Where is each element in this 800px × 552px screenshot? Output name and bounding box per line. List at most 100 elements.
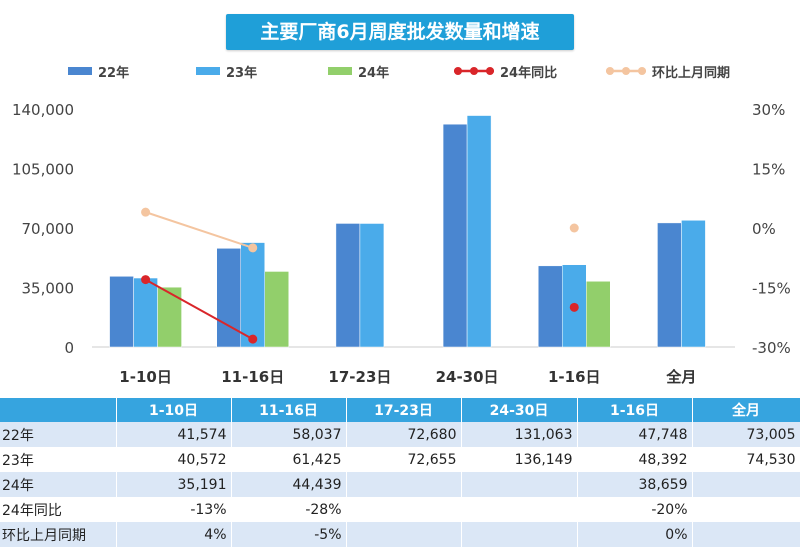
y2-tick-label: -15% — [752, 280, 791, 298]
legend-label-yoy: 24年同比 — [500, 65, 558, 81]
table-cell: 73,005 — [692, 422, 800, 447]
line-point — [569, 302, 579, 312]
line-point — [141, 207, 151, 217]
y-tick-label: 140,000 — [12, 101, 74, 119]
table-cell: -13% — [116, 497, 232, 522]
table-cell — [692, 497, 800, 522]
y-tick-label: 70,000 — [22, 220, 75, 238]
table-cell: -5% — [231, 522, 347, 547]
table-cell — [346, 497, 462, 522]
bar — [538, 265, 563, 348]
legend-label-22: 22年 — [98, 65, 130, 81]
table-cell: 40,572 — [116, 447, 232, 472]
table-cell: 44,439 — [231, 472, 347, 497]
table-cell: 38,659 — [577, 472, 693, 497]
table-cell: 47,748 — [577, 422, 693, 447]
x-tick-label: 17-23日 — [328, 368, 391, 386]
table-cell: 4% — [116, 522, 232, 547]
bar — [657, 222, 682, 348]
line-point — [248, 334, 258, 344]
legend-item-mom: 环比上月同期 — [604, 60, 730, 82]
y-tick-label: 35,000 — [22, 280, 75, 298]
table-row: 22年 41,574 58,037 72,680 131,063 47,748 … — [0, 422, 800, 447]
legend-swatch-23 — [196, 67, 220, 75]
table-header-cell: 全月 — [692, 398, 800, 422]
table-cell: 72,680 — [346, 422, 462, 447]
legend-swatch-22 — [68, 67, 92, 75]
table-cell: 35,191 — [116, 472, 232, 497]
series-line — [145, 278, 254, 340]
y2-tick-label: -30% — [752, 339, 791, 357]
table-cell: 136,149 — [461, 447, 578, 472]
bar — [109, 276, 134, 348]
y-tick-label: 105,000 — [12, 161, 74, 179]
chart-title: 主要厂商6月周度批发数量和增速 — [226, 14, 574, 50]
bar — [681, 220, 706, 348]
row-label: 24年 — [0, 472, 117, 497]
table-header-cell: 1-16日 — [577, 398, 693, 422]
line-point — [141, 275, 151, 285]
bar — [442, 123, 468, 348]
table-row: 环比上月同期 4% -5% 0% — [0, 522, 800, 547]
x-tick-label: 24-30日 — [436, 368, 499, 386]
chart-legend: 22年 23年 24年 24年同比 环比上月同期 — [0, 60, 800, 82]
series-line — [145, 211, 254, 249]
row-label: 23年 — [0, 447, 117, 472]
table-header-cell: 24-30日 — [461, 398, 578, 422]
data-table: 1-10日 11-16日 17-23日 24-30日 1-16日 全月 22年 … — [0, 398, 800, 547]
table-header-cell: 11-16日 — [231, 398, 347, 422]
table-cell: 61,425 — [231, 447, 347, 472]
table-header-row: 1-10日 11-16日 17-23日 24-30日 1-16日 全月 — [0, 398, 800, 422]
legend-swatch-24 — [328, 67, 352, 75]
table-cell — [461, 522, 578, 547]
legend-marker-mom — [606, 67, 646, 75]
bar — [335, 223, 361, 348]
row-label: 22年 — [0, 422, 117, 447]
bar — [240, 242, 265, 348]
table-row: 24年 35,191 44,439 38,659 — [0, 472, 800, 497]
bar — [264, 271, 289, 348]
table-cell: 72,655 — [346, 447, 462, 472]
legend-label-24: 24年 — [358, 65, 390, 81]
legend-marker-yoy — [454, 67, 494, 75]
chart-plot: 0 35,000 70,000 105,000 140,000 -30% -15% 0% 15%… — [12, 101, 791, 386]
table-cell: 0% — [577, 522, 693, 547]
table-row: 23年 40,572 61,425 72,655 136,149 48,392 … — [0, 447, 800, 472]
y2-tick-label: 15% — [752, 161, 785, 179]
legend-item-24: 24年 — [328, 60, 389, 82]
legend-item-23: 23年 — [196, 60, 257, 82]
bar — [216, 248, 241, 348]
bar — [466, 115, 492, 348]
table-cell — [461, 497, 578, 522]
x-tick-label: 全月 — [665, 368, 696, 386]
table-cell — [346, 522, 462, 547]
legend-item-yoy: 24年同比 — [452, 60, 557, 82]
legend-label-23: 23年 — [226, 65, 258, 81]
table-cell — [461, 472, 578, 497]
table-cell: 41,574 — [116, 422, 232, 447]
x-tick-label: 1-16日 — [548, 368, 601, 386]
table-header-cell: 17-23日 — [346, 398, 462, 422]
table-cell — [692, 472, 800, 497]
table-header-corner — [0, 398, 117, 422]
table-cell: 131,063 — [461, 422, 578, 447]
table-cell: 58,037 — [231, 422, 347, 447]
x-tick-label: 1-10日 — [119, 368, 172, 386]
row-label: 环比上月同期 — [0, 522, 117, 547]
y2-tick-label: 0% — [752, 220, 776, 238]
bar — [586, 281, 611, 348]
y-tick-label: 0 — [64, 339, 74, 357]
bar — [133, 277, 158, 348]
table-cell: 74,530 — [692, 447, 800, 472]
line-point — [569, 223, 579, 233]
bar — [359, 223, 385, 348]
bar — [157, 286, 182, 348]
row-label: 24年同比 — [0, 497, 117, 522]
table-cell: -28% — [231, 497, 347, 522]
legend-item-22: 22年 — [68, 60, 129, 82]
table-cell: 48,392 — [577, 447, 693, 472]
y2-tick-label: 30% — [752, 101, 785, 119]
table-cell — [346, 472, 462, 497]
table-cell: -20% — [577, 497, 693, 522]
x-tick-label: 11-16日 — [221, 368, 284, 386]
